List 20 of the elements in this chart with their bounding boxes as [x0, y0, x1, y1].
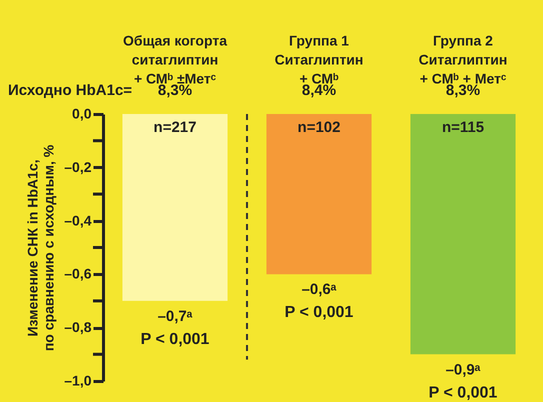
annotation: n=217 — [154, 119, 196, 136]
y-axis-title: Изменение СНК in HbA1c, по сравнению с исходным, % — [24, 144, 56, 352]
annotation: n=115 — [442, 119, 484, 136]
text: 8,4% — [302, 82, 336, 99]
text: 8,3% — [446, 82, 480, 99]
y-tick-label: –1,0 — [64, 372, 92, 388]
data-label: –0,9ᵃ — [446, 361, 481, 378]
annotation: P < 0,001 — [428, 384, 498, 402]
annotation: P < 0,001 — [284, 304, 354, 322]
y-tick-label: –0,4 — [64, 212, 92, 228]
y-tick-label: 0,0 — [72, 106, 92, 122]
data-label: –0,6ᵃ — [302, 281, 337, 298]
annotation: n=102 — [298, 119, 340, 136]
y-tick-label: –0,2 — [64, 158, 92, 175]
text: 8,3% — [158, 82, 192, 99]
data-label: –0,7ᵃ — [158, 308, 193, 325]
y-tick-label: –0,8 — [64, 319, 92, 336]
y-tick-label: –0,6 — [64, 266, 92, 282]
annotation: P < 0,001 — [140, 330, 210, 348]
text: Исходно HbA1c= — [8, 82, 132, 99]
